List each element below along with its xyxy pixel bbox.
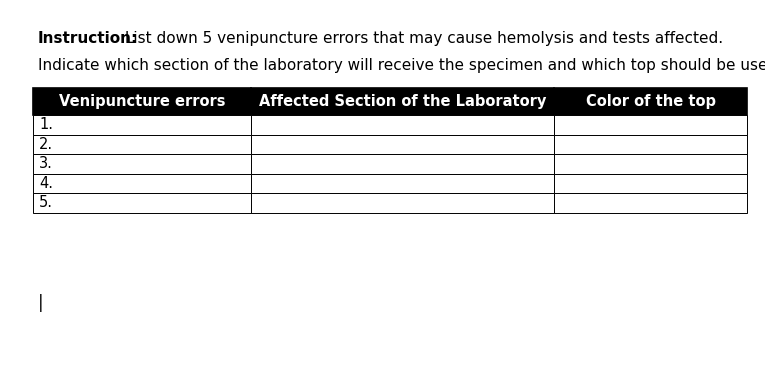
Bar bbox=[33, 173, 251, 193]
Text: 4.: 4. bbox=[39, 176, 53, 191]
Bar bbox=[251, 193, 554, 212]
Bar bbox=[554, 115, 747, 135]
Bar bbox=[33, 115, 251, 135]
Text: |: | bbox=[38, 294, 44, 312]
Bar bbox=[251, 173, 554, 193]
Bar bbox=[554, 135, 747, 154]
Text: 1.: 1. bbox=[39, 117, 53, 132]
Bar bbox=[554, 88, 747, 115]
Text: 2.: 2. bbox=[39, 137, 53, 152]
Text: List down 5 venipuncture errors that may cause hemolysis and tests affected.: List down 5 venipuncture errors that may… bbox=[120, 31, 723, 46]
Text: Indicate which section of the laboratory will receive the specimen and which top: Indicate which section of the laboratory… bbox=[38, 58, 765, 73]
Bar bbox=[33, 154, 251, 173]
Bar bbox=[251, 135, 554, 154]
Text: Instruction:: Instruction: bbox=[38, 31, 138, 46]
Bar bbox=[33, 135, 251, 154]
Bar bbox=[251, 115, 554, 135]
Text: Venipuncture errors: Venipuncture errors bbox=[59, 94, 225, 109]
Bar bbox=[251, 88, 554, 115]
Text: Affected Section of the Laboratory: Affected Section of the Laboratory bbox=[259, 94, 546, 109]
Bar bbox=[554, 154, 747, 173]
Text: Color of the top: Color of the top bbox=[586, 94, 715, 109]
Bar bbox=[554, 193, 747, 212]
Text: 3.: 3. bbox=[39, 156, 53, 171]
Text: 5.: 5. bbox=[39, 195, 53, 210]
Bar bbox=[251, 154, 554, 173]
Bar bbox=[33, 193, 251, 212]
Bar bbox=[33, 88, 251, 115]
Bar bbox=[554, 173, 747, 193]
